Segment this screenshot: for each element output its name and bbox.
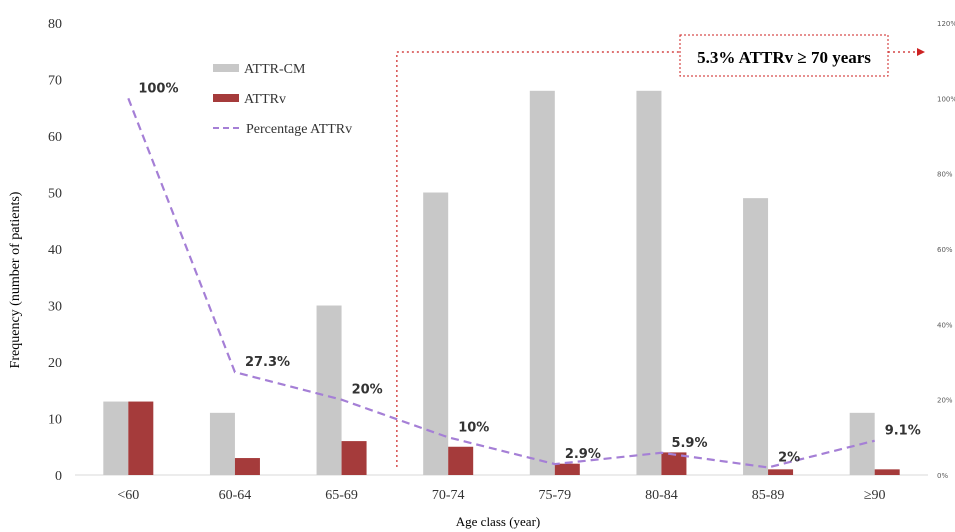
legend-swatch-attr-cm bbox=[213, 64, 239, 72]
bar-attr-cm-80-84 bbox=[636, 90, 662, 476]
y-axis-title: Frequency (number of patients) bbox=[8, 191, 23, 368]
x-tick-label-60: <60 bbox=[117, 488, 139, 503]
legend-label-attr-cm: ATTR-CM bbox=[244, 62, 306, 77]
bars bbox=[103, 90, 900, 476]
y-tick-label-70: 70 bbox=[48, 74, 62, 89]
bar-attrv-90 bbox=[874, 469, 900, 475]
y-tick-label-10: 10 bbox=[48, 413, 62, 428]
y2-axis: 0% 20% 40% 60% 80% 100% 120% bbox=[937, 20, 955, 480]
bar-attrv-80-84 bbox=[661, 452, 687, 475]
point-label-75-79: 2.9% bbox=[565, 447, 601, 462]
bar-attr-cm-85-89 bbox=[743, 198, 769, 475]
percentage-line-path bbox=[127, 97, 875, 469]
y2-tick-label-60: 60% bbox=[937, 246, 953, 254]
x-tick-label-85-89: 85-89 bbox=[752, 488, 785, 503]
x-tick-label-65-69: 65-69 bbox=[325, 488, 358, 503]
y-tick-label-60: 60 bbox=[48, 130, 62, 145]
y2-tick-label-100: 100% bbox=[937, 95, 955, 103]
bar-attr-cm-75-79 bbox=[529, 90, 555, 476]
y-tick-label-80: 80 bbox=[48, 17, 62, 32]
y2-tick-label-40: 40% bbox=[937, 321, 953, 329]
x-tick-label-70-74: 70-74 bbox=[432, 488, 465, 503]
bar-attr-cm-60-64 bbox=[209, 412, 235, 475]
y2-tick-label-20: 20% bbox=[937, 397, 953, 405]
x-tick-label-60-64: 60-64 bbox=[219, 488, 252, 503]
annotation-connector bbox=[396, 51, 680, 467]
bar-attrv-60 bbox=[128, 401, 154, 475]
legend-label-attrv: ATTRv bbox=[244, 92, 286, 107]
point-label-90: 9.1% bbox=[885, 424, 921, 439]
y-tick-label-50: 50 bbox=[48, 187, 62, 202]
bar-attrv-85-89 bbox=[768, 469, 794, 475]
annotation-box bbox=[679, 34, 889, 77]
legend-swatch-attrv bbox=[213, 94, 239, 102]
annotation-arrow-head bbox=[917, 48, 925, 56]
x-tick-label-90: ≥90 bbox=[864, 488, 886, 503]
point-label-60-64: 27.3% bbox=[245, 355, 290, 370]
x-tick-label-80-84: 80-84 bbox=[645, 488, 678, 503]
annotation: 5.3% ATTRv ≥ 70 years bbox=[396, 34, 925, 467]
bar-attr-cm-60 bbox=[103, 401, 129, 475]
y-tick-label-30: 30 bbox=[48, 300, 62, 315]
point-label-85-89: 2% bbox=[778, 450, 800, 465]
x-tick-label-75-79: 75-79 bbox=[538, 488, 571, 503]
y-tick-label-20: 20 bbox=[48, 356, 62, 371]
annotation-text: 5.3% ATTRv ≥ 70 years bbox=[697, 48, 871, 67]
bar-attrv-70-74 bbox=[448, 446, 474, 475]
y-tick-label-0: 0 bbox=[55, 469, 62, 484]
legend: ATTR-CM ATTRv Percentage ATTRv bbox=[213, 62, 352, 137]
bar-attr-cm-70-74 bbox=[423, 192, 449, 475]
bar-attrv-60-64 bbox=[234, 458, 260, 475]
point-label-65-69: 20% bbox=[352, 383, 383, 398]
legend-label-percentage: Percentage ATTRv bbox=[246, 122, 352, 137]
y2-tick-label-80: 80% bbox=[937, 171, 953, 179]
y-axis: 0 10 20 30 40 50 60 70 80 bbox=[48, 17, 62, 484]
y2-tick-label-120: 120% bbox=[937, 20, 955, 28]
percentage-line: 100% 27.3% 20% 10% 2.9% 5.9% 2% 9.1% bbox=[127, 81, 921, 469]
x-axis-title: Age class (year) bbox=[456, 514, 540, 529]
y-tick-label-40: 40 bbox=[48, 243, 62, 258]
point-label-70-74: 10% bbox=[458, 420, 489, 435]
x-axis: <60 60-64 65-69 70-74 75-79 80-84 85-89 ≥90 bbox=[117, 488, 885, 503]
bar-attr-cm-65-69 bbox=[316, 305, 342, 475]
point-label-60: 100% bbox=[138, 81, 178, 96]
point-label-80-84: 5.9% bbox=[671, 436, 707, 451]
y2-tick-label-0: 0% bbox=[937, 472, 948, 480]
bar-attrv-65-69 bbox=[341, 441, 367, 475]
bar-attrv-75-79 bbox=[554, 463, 580, 475]
